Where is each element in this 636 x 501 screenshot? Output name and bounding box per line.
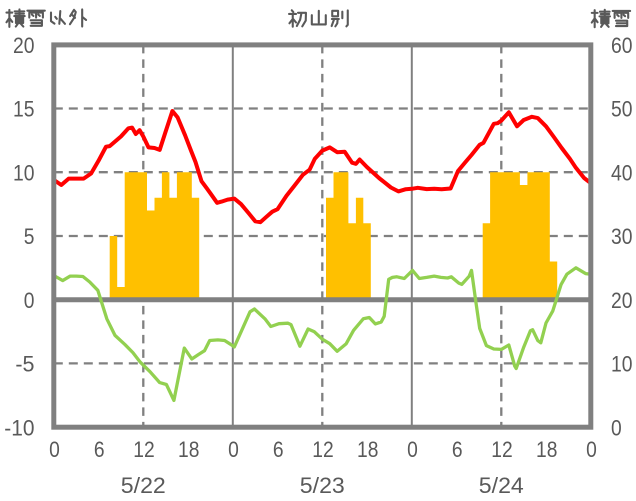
- svg-text:5/22: 5/22: [121, 473, 166, 498]
- svg-text:18: 18: [536, 437, 557, 462]
- svg-text:0: 0: [49, 437, 60, 462]
- svg-text:-5: -5: [15, 352, 34, 377]
- svg-text:0: 0: [407, 437, 418, 462]
- svg-text:12: 12: [312, 437, 333, 462]
- svg-text:0: 0: [586, 437, 597, 462]
- svg-text:30: 30: [611, 224, 633, 249]
- svg-text:18: 18: [178, 437, 199, 462]
- svg-text:10: 10: [13, 160, 35, 185]
- svg-text:6: 6: [94, 437, 105, 462]
- svg-text:5/24: 5/24: [479, 473, 524, 498]
- svg-text:-10: -10: [4, 415, 34, 440]
- svg-text:50: 50: [611, 97, 633, 122]
- svg-text:6: 6: [273, 437, 284, 462]
- svg-text:60: 60: [611, 33, 633, 58]
- svg-text:0: 0: [228, 437, 239, 462]
- svg-text:0: 0: [24, 288, 35, 313]
- svg-text:18: 18: [357, 437, 378, 462]
- svg-text:0: 0: [611, 415, 622, 440]
- svg-text:12: 12: [491, 437, 512, 462]
- svg-text:5/23: 5/23: [300, 473, 345, 498]
- svg-text:12: 12: [133, 437, 154, 462]
- svg-text:20: 20: [13, 33, 35, 58]
- svg-text:10: 10: [611, 352, 633, 377]
- svg-text:40: 40: [611, 160, 633, 185]
- svg-text:15: 15: [13, 97, 35, 122]
- svg-text:20: 20: [611, 288, 633, 313]
- svg-text:5: 5: [24, 224, 35, 249]
- svg-text:6: 6: [452, 437, 463, 462]
